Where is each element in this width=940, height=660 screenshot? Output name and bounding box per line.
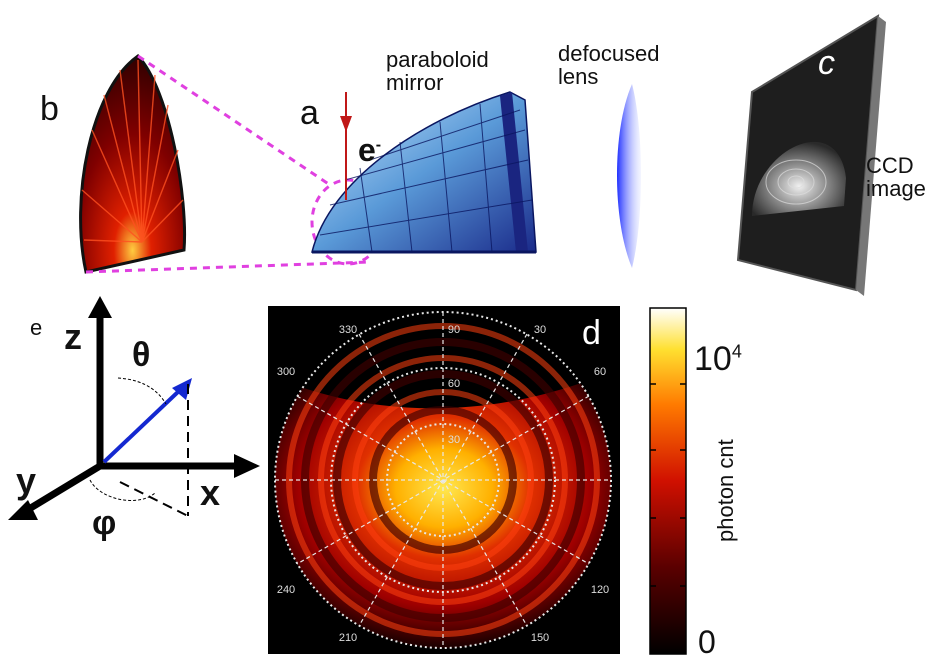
polar-plot <box>268 306 620 654</box>
colorbar-title: photon cnt <box>713 439 738 542</box>
paraboloid-mirror-label: paraboloid mirror <box>386 47 489 96</box>
coordinate-axes <box>8 296 260 520</box>
azimuth-tick: 60 <box>593 366 607 378</box>
azimuth-tick: 210 <box>338 632 358 644</box>
paraboloid-mirror <box>311 91 537 254</box>
defocused-lens-label: defocused lens <box>558 41 660 90</box>
panel-b-pattern <box>79 54 187 274</box>
colorbar <box>649 307 687 655</box>
phi-label: φ <box>92 504 117 542</box>
azimuth-tick: 150 <box>530 632 550 644</box>
electron-beam-arrow <box>340 92 352 200</box>
azimuth-tick: 120 <box>590 584 610 596</box>
panel-b-label: b <box>40 90 59 128</box>
panel-d-label: d <box>582 314 601 352</box>
azimuth-tick: 240 <box>276 584 296 596</box>
azimuth-tick: 30 <box>533 324 547 336</box>
zenith-tick: 30 <box>447 434 461 446</box>
zenith-tick: 90 <box>447 324 461 336</box>
colorbar-max-label: 104 <box>694 339 742 378</box>
ccd-image-label: CCD image <box>866 153 926 202</box>
azimuth-tick: 300 <box>276 366 296 378</box>
panel-a-label: a <box>300 94 319 132</box>
colorbar-min-label: 0 <box>698 624 716 660</box>
defocused-lens <box>617 84 641 268</box>
y-axis-label: y <box>16 460 37 501</box>
zenith-tick: 60 <box>447 378 461 390</box>
panel-e-label: e <box>30 315 43 340</box>
z-axis-label: z <box>64 316 82 357</box>
electron-label: e- <box>358 131 382 168</box>
ccd-screen <box>736 14 886 296</box>
azimuth-tick: 330 <box>338 324 358 336</box>
panel-c-label: c <box>818 44 835 82</box>
x-axis-label: x <box>200 472 221 513</box>
theta-label: θ <box>132 336 151 374</box>
